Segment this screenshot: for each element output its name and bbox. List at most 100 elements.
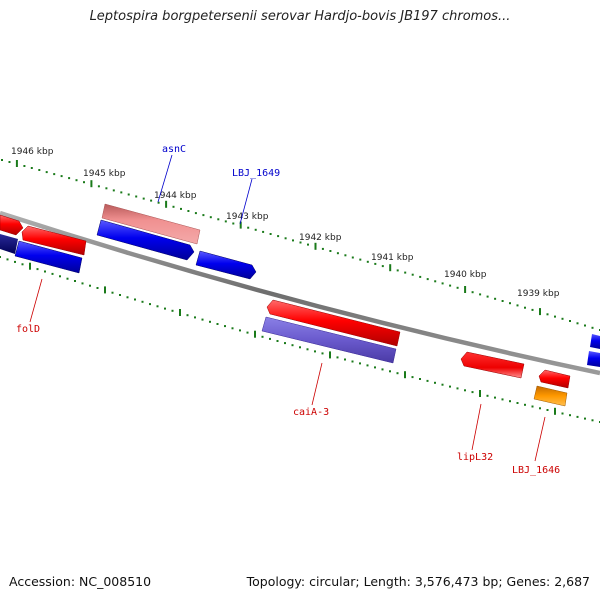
outer-row-minor-tick [224,220,227,223]
gene-right-edge-blue-inner[interactable] [587,351,600,367]
gene-caiA-3[interactable] [261,316,397,364]
gene-LBJ-1646-orange[interactable] [533,385,568,407]
inner-row-minor-tick [441,383,444,386]
outer-row-minor-tick [426,278,429,281]
inner-row-major-tick [254,330,256,338]
outer-row-minor-tick [366,260,369,263]
gene-caiA-red[interactable] [266,299,401,347]
outer-row-minor-tick [404,271,407,274]
topology-text: Topology: circular; Length: 3,576,473 bp… [246,574,590,589]
tick-label-1943: 1943 kbp [226,212,269,222]
inner-row-major-tick [329,351,331,359]
outer-row-major-tick [389,264,392,272]
gene-label-folD[interactable]: folD [16,324,40,335]
inner-row-minor-tick [351,360,354,363]
inner-row-minor-tick [209,320,211,323]
map-title: Leptospira borgpetersenii serovar Hardjo… [89,9,511,24]
inner-row-minor-tick [344,358,346,361]
inner-row-major-tick [29,262,31,270]
outer-row-minor-tick [479,293,482,296]
gene-label-LBJ-1646[interactable]: LBJ_1646 [512,465,560,476]
inner-row-minor-tick [389,370,391,373]
inner-row-minor-tick [381,368,384,371]
gene-left-red-2[interactable] [21,225,87,256]
inner-row-minor-tick [359,362,361,365]
outer-row-minor-tick [359,258,362,261]
inner-row-minor-tick [141,300,144,303]
outer-row-major-tick [239,221,242,229]
inner-row-minor-tick [111,291,114,294]
inner-row-minor-tick [501,398,504,401]
inner-row-minor-tick [239,329,241,332]
outer-tick-row [1,159,600,331]
outer-row-minor-tick [441,282,444,285]
inner-row-minor-tick [216,323,219,325]
inner-row-minor-tick [171,309,174,312]
inner-row-minor-tick [36,268,39,271]
outer-row-minor-tick [194,212,197,215]
inner-row-minor-tick [314,350,316,353]
inner-row-minor-tick [366,364,369,367]
gene-asnC-blue[interactable] [96,219,195,261]
genome-backbone [0,210,600,376]
outer-row-minor-tick [105,187,108,190]
outer-row-minor-tick [180,207,182,210]
gene-left-red-1[interactable] [0,214,24,236]
gene-label-LBJ-1649[interactable]: LBJ_1649 [232,168,280,179]
inner-row-minor-tick [149,303,151,306]
inner-row-minor-tick [464,389,466,392]
inner-row-minor-tick [471,391,474,394]
inner-row-minor-tick [66,277,69,280]
inner-row-minor-tick [569,414,571,417]
inner-row-minor-tick [74,280,76,282]
gene-folD-blue[interactable] [14,240,83,274]
inner-row-minor-tick [51,272,54,275]
outer-row-minor-tick [75,179,78,182]
outer-row-minor-tick [351,256,354,259]
outer-row-minor-tick [561,317,564,320]
outer-row-major-tick [464,286,467,293]
outer-row-minor-tick [45,171,48,174]
outer-row-minor-tick [23,165,26,167]
inner-row-minor-tick [486,394,489,397]
gene-lipL32[interactable] [460,351,525,379]
outer-row-minor-tick [127,193,130,196]
outer-row-minor-tick [150,199,153,202]
leader-LBJ-1646 [534,416,546,462]
inner-row-minor-tick [134,298,136,301]
inner-row-minor-tick [591,419,594,422]
outer-row-major-tick [539,308,541,316]
inner-row-minor-tick [426,379,429,382]
outer-row-minor-tick [531,308,534,311]
inner-row-minor-tick [261,335,264,338]
gene-label-asnC[interactable]: asnC [162,144,186,155]
gene-label-caiA-3[interactable]: caiA-3 [293,407,329,418]
outer-row-minor-tick [456,286,459,289]
gene-asnC-neighbor-pink[interactable] [101,203,201,245]
outer-row-minor-tick [591,326,594,329]
inner-row-major-tick [104,286,106,294]
gene-LBJ-1649-blue[interactable] [195,250,257,280]
tick-label-1940: 1940 kbp [444,270,487,280]
inner-row-minor-tick [156,305,159,308]
outer-row-minor-tick [209,216,212,219]
inner-row-minor-tick [494,396,496,399]
tick-label-1944: 1944 kbp [154,191,197,201]
outer-row-minor-tick [516,304,519,307]
outer-row-minor-tick [292,239,294,242]
inner-row-minor-tick [81,282,84,285]
inner-row-minor-tick [434,381,436,384]
gene-LBJ-1646-red[interactable] [538,369,571,389]
tick-label-1941: 1941 kbp [371,253,414,263]
gene-right-edge-blue-outer[interactable] [590,334,600,349]
tick-label-1945: 1945 kbp [83,169,126,179]
leader-asnC [157,154,173,203]
outer-row-minor-tick [501,300,504,302]
outer-row-minor-tick [419,275,422,278]
gene-label-lipL32[interactable]: lipL32 [457,452,493,463]
outer-row-minor-tick [509,302,511,305]
gene-left-navy[interactable] [0,234,18,254]
inner-row-minor-tick [96,287,99,289]
outer-row-minor-tick [202,214,205,217]
inner-row-minor-tick [509,400,511,403]
